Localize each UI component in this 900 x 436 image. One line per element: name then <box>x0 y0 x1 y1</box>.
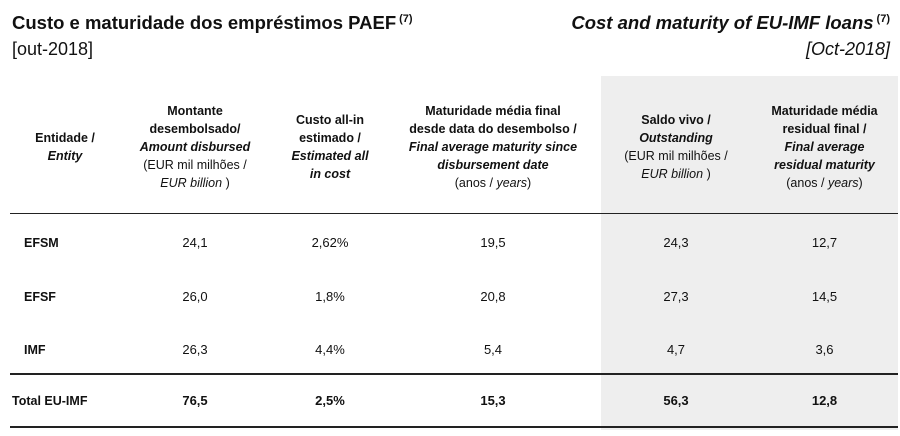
col-final-l3: Final average maturity since <box>408 140 578 154</box>
col-final-l5: (anos / years) <box>455 174 531 192</box>
col-final-unit-en: years <box>496 176 528 190</box>
cell-cost: 2,62% <box>311 235 349 250</box>
cell-amount: 26,3 <box>182 342 208 357</box>
date-pt: [out-2018] <box>12 39 94 60</box>
col-out-l3: (EUR mil milhões / <box>624 149 728 163</box>
col-res-l1: Maturidade média <box>771 104 878 118</box>
table-row: IMF 26,3 4,4% 5,4 4,7 3,6 <box>0 340 900 360</box>
title-en-note: (7) <box>876 13 890 25</box>
col-final-l5-close: ) <box>527 176 532 190</box>
col-amount-l4: (EUR mil milhões / <box>143 158 247 172</box>
title-pt-block: Custo e maturidade dos empréstimos PAEF(… <box>12 6 413 62</box>
col-res-unit-en: years <box>827 176 859 190</box>
col-out-l4: EUR billion ) <box>641 165 711 183</box>
cell-outstanding: 24,3 <box>663 235 689 250</box>
total-final-maturity: 15,3 <box>480 393 506 408</box>
highlight-column-shade <box>601 76 898 430</box>
row-entity: EFSF <box>24 290 56 304</box>
cell-residual: 12,7 <box>811 235 838 250</box>
table-row: EFSM 24,1 2,62% 19,5 24,3 12,7 <box>0 233 900 253</box>
row-entity: EFSM <box>24 236 59 250</box>
title-pt-note: (7) <box>399 13 413 25</box>
col-final-l5-open: (anos / <box>454 176 493 190</box>
col-header-amount: Montante desembolsado/ Amount disbursed … <box>120 92 270 202</box>
cell-final-maturity: 20,8 <box>480 289 506 304</box>
total-amount: 76,5 <box>182 393 208 408</box>
col-amount-l1: Montante <box>167 104 223 118</box>
total-rule-bottom <box>10 426 898 428</box>
col-final-l4: disbursement date <box>437 158 549 172</box>
col-res-l4: residual maturity <box>774 158 875 172</box>
cell-outstanding: 4,7 <box>666 342 686 357</box>
col-res-l3: Final average <box>784 140 865 154</box>
total-row: Total EU-IMF 76,5 2,5% 15,3 56,3 12,8 <box>0 391 900 411</box>
total-entity: Total EU-IMF <box>12 394 88 408</box>
col-amount-unit-en: EUR billion <box>160 176 223 190</box>
total-residual: 12,8 <box>811 393 838 408</box>
col-amount-l5-close: ) <box>225 176 230 190</box>
table-row: EFSF 26,0 1,8% 20,8 27,3 14,5 <box>0 287 900 307</box>
col-cost-l3: Estimated all <box>291 149 369 163</box>
total-cost: 2,5% <box>315 393 345 408</box>
cell-cost: 1,8% <box>315 289 345 304</box>
col-header-residual: Maturidade média residual final / Final … <box>751 92 898 202</box>
cell-outstanding: 27,3 <box>663 289 689 304</box>
col-res-l5: (anos / years) <box>786 174 862 192</box>
cell-amount: 26,0 <box>182 289 208 304</box>
col-entity-pt: Entidade / <box>35 131 95 145</box>
col-header-cost: Custo all-in estimado / Estimated all in… <box>272 92 388 202</box>
col-res-l2: residual final / <box>782 122 867 136</box>
col-out-l2: Outstanding <box>639 131 713 145</box>
title-pt: Custo e maturidade dos empréstimos PAEF(… <box>12 6 413 36</box>
col-header-outstanding: Saldo vivo / Outstanding (EUR mil milhõe… <box>601 92 751 202</box>
col-cost-l1: Custo all-in <box>295 113 365 127</box>
date-en: [Oct-2018] <box>805 39 890 60</box>
cell-final-maturity: 19,5 <box>480 235 506 250</box>
col-header-final-maturity: Maturidade média final desde data do des… <box>388 92 598 202</box>
cell-cost: 4,4% <box>315 342 345 357</box>
col-final-l2: desde data do desembolso / <box>409 122 577 136</box>
col-out-l4-close: ) <box>706 167 711 181</box>
total-outstanding: 56,3 <box>663 393 689 408</box>
title-en-text: Cost and maturity of EU-IMF loans <box>571 12 874 34</box>
col-final-l1: Maturidade média final <box>425 104 561 118</box>
total-rule-top <box>10 373 898 375</box>
title-en: Cost and maturity of EU-IMF loans (7) <box>571 6 890 36</box>
col-amount-l3: Amount disbursed <box>139 140 251 154</box>
col-amount-l2: desembolsado/ <box>149 122 241 136</box>
row-entity: IMF <box>24 343 46 357</box>
col-res-l5-close: ) <box>858 176 863 190</box>
col-cost-l2: estimado / <box>299 131 361 145</box>
col-out-l1: Saldo vivo / <box>641 113 711 127</box>
col-cost-l4: in cost <box>309 167 351 181</box>
col-header-entity: Entidade / Entity <box>10 92 120 202</box>
title-en-block: Cost and maturity of EU-IMF loans (7) [Oc… <box>571 6 890 62</box>
cell-amount: 24,1 <box>182 235 208 250</box>
cell-final-maturity: 5,4 <box>483 342 503 357</box>
col-res-l5-open: (anos / <box>786 176 825 190</box>
header-rule <box>10 213 898 214</box>
col-entity-en: Entity <box>47 149 83 163</box>
table-header-titles: Custo e maturidade dos empréstimos PAEF(… <box>12 6 890 64</box>
title-pt-text: Custo e maturidade dos empréstimos PAEF <box>12 12 397 34</box>
col-amount-l5: EUR billion ) <box>160 174 230 192</box>
col-out-unit-en: EUR billion <box>641 167 704 181</box>
cell-residual: 14,5 <box>811 289 838 304</box>
cell-residual: 3,6 <box>815 342 834 357</box>
